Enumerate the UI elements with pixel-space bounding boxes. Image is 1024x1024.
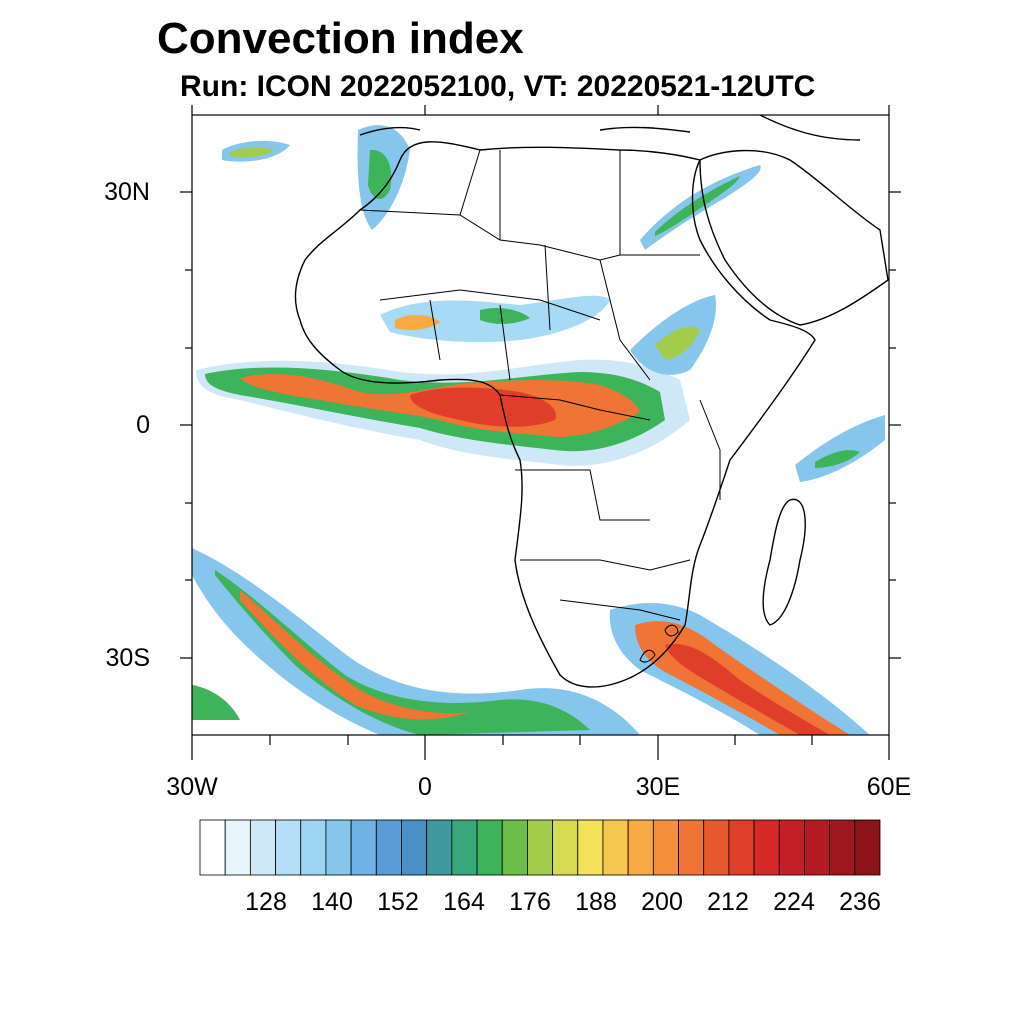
colorbar-label: 164 bbox=[443, 888, 485, 916]
lon-label-60e: 60E bbox=[866, 773, 912, 801]
colorbar-swatch bbox=[275, 819, 302, 876]
colorbar-swatch bbox=[854, 819, 881, 876]
europe-coastline bbox=[359, 115, 861, 141]
colorbar-swatch bbox=[602, 819, 629, 876]
south-atlantic-front bbox=[192, 548, 640, 735]
axis-ticks bbox=[180, 105, 901, 760]
map-title: Convection index bbox=[157, 14, 524, 63]
convection-field bbox=[192, 115, 889, 735]
colorbar-label: 128 bbox=[245, 888, 287, 916]
colorbar-swatch bbox=[703, 819, 730, 876]
lon-label-30w: 30W bbox=[166, 773, 218, 801]
colorbar-swatch bbox=[678, 819, 705, 876]
colorbar-swatch bbox=[350, 819, 377, 876]
colorbar-swatch bbox=[829, 819, 856, 876]
colorbar-swatch bbox=[375, 819, 402, 876]
colorbar-swatch bbox=[401, 819, 428, 876]
lon-label-30e: 30E bbox=[635, 773, 681, 801]
colorbar-swatch bbox=[804, 819, 831, 876]
colorbar-label: 140 bbox=[311, 888, 353, 916]
africa-coastline bbox=[294, 141, 816, 688]
colorbar-swatch bbox=[300, 819, 327, 876]
colorbar-swatch bbox=[224, 819, 251, 876]
colorbar-swatch bbox=[476, 819, 503, 876]
madagascar-coastline bbox=[762, 498, 806, 626]
country-borders bbox=[359, 149, 721, 663]
map-subtitle: Run: ICON 2022052100, VT: 20220521-12UTC bbox=[180, 70, 816, 103]
indian-ocean-cell bbox=[795, 415, 885, 482]
colorbar-swatch bbox=[552, 819, 579, 876]
arabia-coastline bbox=[699, 149, 889, 326]
colorbar-swatch bbox=[577, 819, 604, 876]
colorbar-label: 224 bbox=[773, 888, 815, 916]
colorbar-swatch bbox=[451, 819, 478, 876]
colorbar bbox=[199, 819, 881, 876]
colorbar-label: 236 bbox=[839, 888, 881, 916]
colorbar-swatch bbox=[778, 819, 805, 876]
lon-label-0: 0 bbox=[418, 773, 432, 801]
colorbar-label: 200 bbox=[641, 888, 683, 916]
colorbar-label: 212 bbox=[707, 888, 749, 916]
coastlines bbox=[294, 115, 889, 688]
colorbar-swatch bbox=[627, 819, 654, 876]
lat-label-0: 0 bbox=[136, 411, 150, 439]
colorbar-swatch bbox=[249, 819, 276, 876]
lat-label-30n: 30N bbox=[104, 178, 150, 206]
colorbar-swatch bbox=[501, 819, 528, 876]
colorbar-label: 152 bbox=[377, 888, 419, 916]
lat-label-30s: 30S bbox=[105, 644, 150, 672]
colorbar-swatch bbox=[652, 819, 679, 876]
itcz-core bbox=[410, 387, 556, 427]
colorbar-swatch bbox=[728, 819, 755, 876]
colorbar-label: 176 bbox=[509, 888, 551, 916]
colorbar-swatch bbox=[199, 819, 226, 876]
colorbar-swatch bbox=[325, 819, 352, 876]
colorbar-swatch bbox=[426, 819, 453, 876]
colorbar-label: 188 bbox=[575, 888, 617, 916]
colorbar-swatch bbox=[753, 819, 780, 876]
colorbar-swatch bbox=[527, 819, 553, 876]
